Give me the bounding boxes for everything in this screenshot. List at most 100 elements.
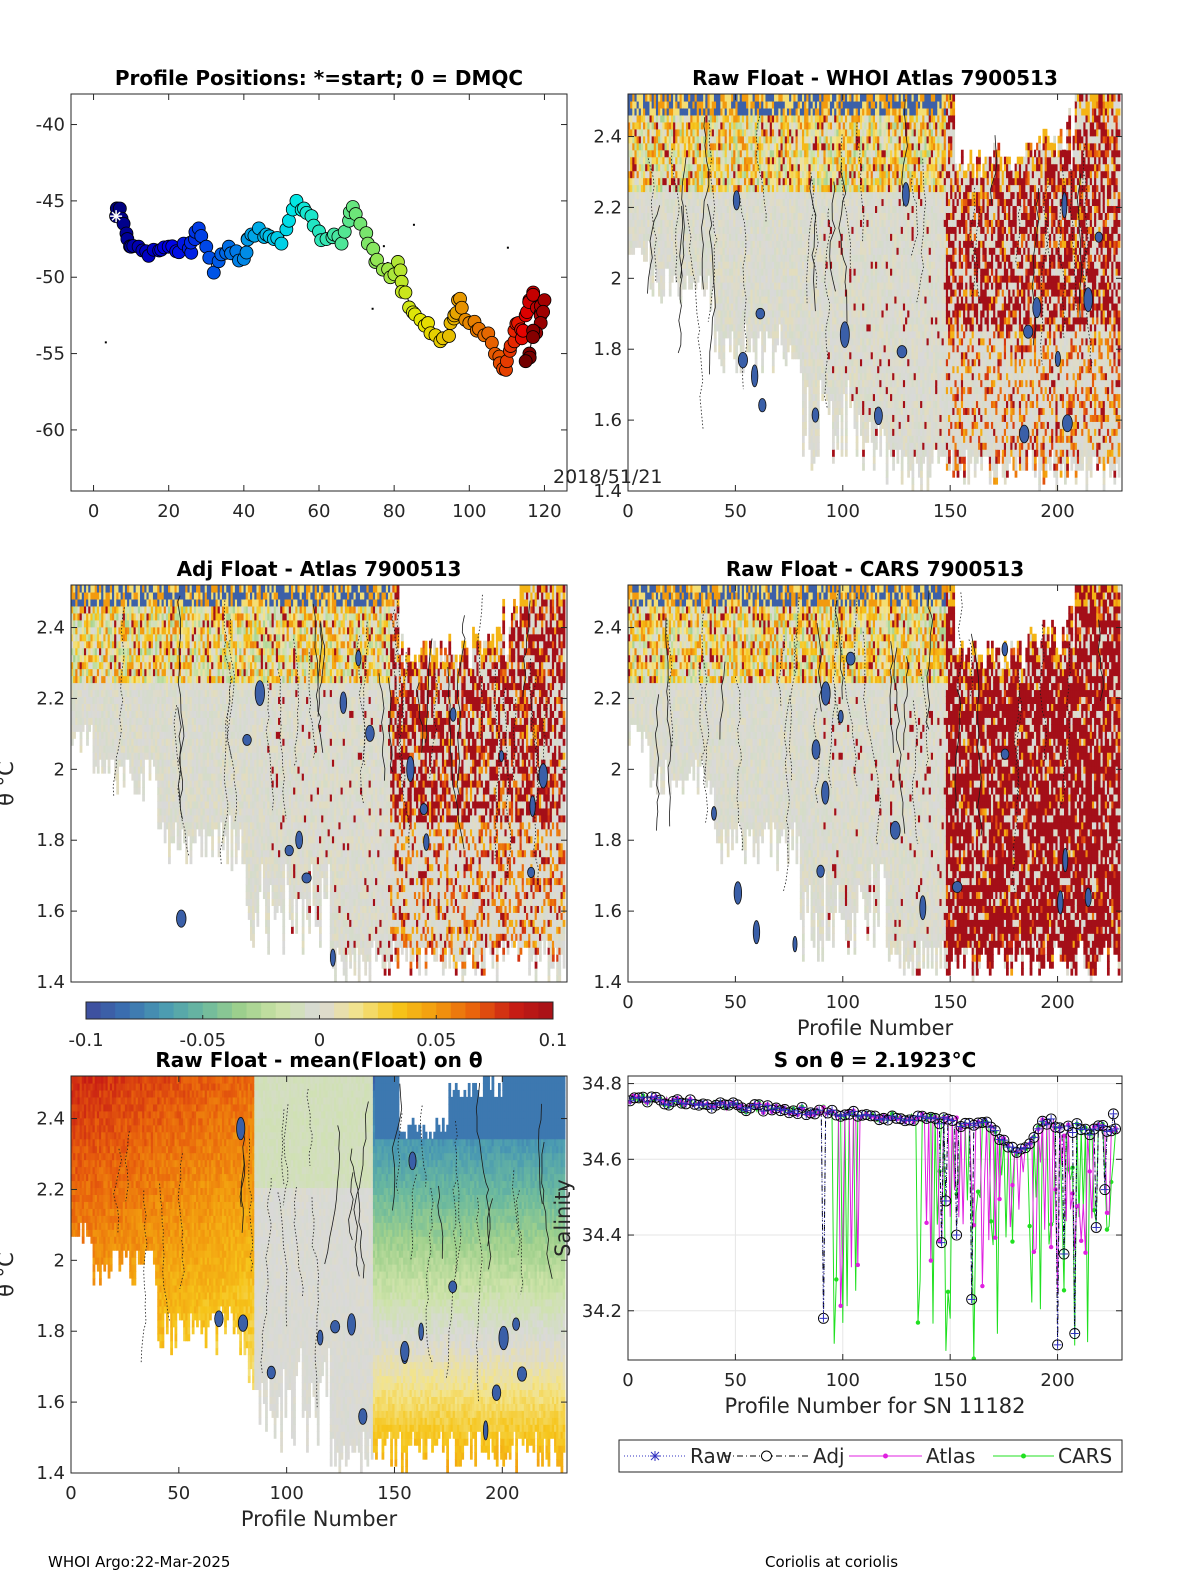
heatmap-cell	[649, 275, 653, 283]
heatmap-cell	[696, 268, 700, 276]
heatmap-cell	[892, 463, 895, 471]
heatmap-cell	[670, 128, 674, 137]
heatmap-cell	[701, 205, 704, 213]
heatmap-cell	[716, 170, 719, 179]
heatmap-cell	[668, 247, 672, 255]
heatmap-cell	[681, 94, 685, 102]
heatmap-cell	[705, 107, 709, 116]
heatmap-cell	[720, 358, 724, 367]
heatmap-cell	[748, 268, 752, 276]
heatmap-cell	[716, 295, 719, 304]
heatmap-cell	[840, 421, 844, 429]
heatmap-cell	[739, 330, 743, 339]
heatmap-cell	[683, 177, 687, 186]
heatmap-cell	[743, 309, 747, 318]
heatmap-cell	[694, 121, 698, 130]
heatmap-cell	[720, 302, 724, 311]
heatmap-cell	[645, 94, 648, 102]
heatmap-cell	[737, 156, 741, 165]
heatmap-cell	[716, 114, 719, 123]
heatmap-cell	[649, 191, 653, 200]
heatmap-cell	[748, 212, 752, 220]
heatmap-cell	[668, 254, 672, 262]
heatmap-cell	[728, 156, 732, 165]
heatmap-cell	[750, 268, 754, 276]
heatmap-cell	[879, 442, 883, 450]
heatmap-cell	[673, 94, 676, 102]
heatmap-cell	[683, 94, 687, 102]
heatmap-cell	[733, 163, 736, 172]
heatmap-cell	[679, 191, 683, 200]
heatmap-cell	[741, 226, 745, 234]
heatmap-cell	[746, 254, 749, 262]
heatmap-cell	[655, 94, 659, 102]
heatmap-cell	[655, 100, 659, 109]
heatmap-cell	[720, 100, 724, 109]
heatmap-cell	[692, 100, 696, 109]
heatmap-cell	[739, 302, 743, 311]
heatmap-cell	[683, 226, 687, 234]
heatmap-cell	[724, 121, 728, 130]
heatmap-cell	[647, 94, 651, 102]
heatmap-cell	[638, 226, 642, 234]
heatmap-cell	[664, 100, 668, 109]
heatmap-cell	[713, 226, 717, 234]
heatmap-cell	[694, 254, 698, 262]
heatmap-cell	[707, 198, 711, 207]
heatmap-cell	[694, 240, 698, 248]
heatmap-cell	[664, 170, 668, 179]
heatmap-cell	[649, 212, 653, 220]
heatmap-cell	[720, 233, 724, 241]
heatmap-cell	[720, 114, 724, 123]
heatmap-cell	[703, 212, 706, 220]
heatmap-cell	[647, 219, 651, 227]
heatmap-cell	[707, 254, 711, 262]
heatmap-cell	[739, 149, 743, 158]
heatmap-cell	[855, 442, 859, 450]
heatmap-cell	[724, 295, 728, 304]
start-marker-stroke	[111, 211, 121, 221]
heatmap-cell	[696, 261, 700, 269]
heatmap-cell	[670, 114, 674, 123]
heatmap-cell	[743, 282, 747, 290]
heatmap-cell	[735, 344, 739, 353]
heatmap-cell	[673, 142, 676, 151]
heatmap-cell	[866, 421, 870, 429]
heatmap-cell	[675, 156, 678, 165]
heatmap-cell	[677, 156, 681, 165]
heatmap-cell	[668, 219, 672, 227]
heatmap-cell	[658, 219, 661, 227]
heatmap-cell	[698, 198, 702, 207]
heatmap-cell	[724, 128, 728, 137]
heatmap-cell	[679, 149, 683, 158]
heatmap-cell	[716, 309, 719, 318]
heatmap-cell	[638, 233, 642, 241]
heatmap-cell	[728, 226, 732, 234]
heatmap-cell	[660, 135, 663, 144]
heatmap-cell	[660, 107, 663, 116]
heatmap-cell	[733, 316, 736, 325]
heatmap-cell	[722, 163, 726, 172]
heatmap-cell	[722, 365, 726, 374]
heatmap-cell	[720, 205, 724, 213]
heatmap-cell	[662, 247, 666, 255]
heatmap-cell	[655, 268, 659, 276]
heatmap-cell	[655, 114, 659, 123]
heatmap-cell	[643, 219, 646, 227]
heatmap-cell	[733, 121, 736, 130]
heatmap-cell	[716, 121, 719, 130]
heatmap-cell	[896, 449, 900, 457]
heatmap-cell	[692, 128, 696, 137]
heatmap-cell	[649, 135, 653, 144]
heatmap-cell	[713, 330, 717, 339]
heatmap-cell	[840, 435, 844, 443]
heatmap-cell	[645, 170, 648, 179]
heatmap-cell	[731, 121, 734, 130]
heatmap-cell	[746, 128, 749, 137]
heatmap-cell	[722, 177, 726, 186]
heatmap-cell	[698, 128, 702, 137]
heatmap-cell	[885, 463, 889, 471]
heatmap-cell	[844, 428, 848, 436]
heatmap-cell	[709, 163, 713, 172]
heatmap-cell	[683, 184, 687, 193]
